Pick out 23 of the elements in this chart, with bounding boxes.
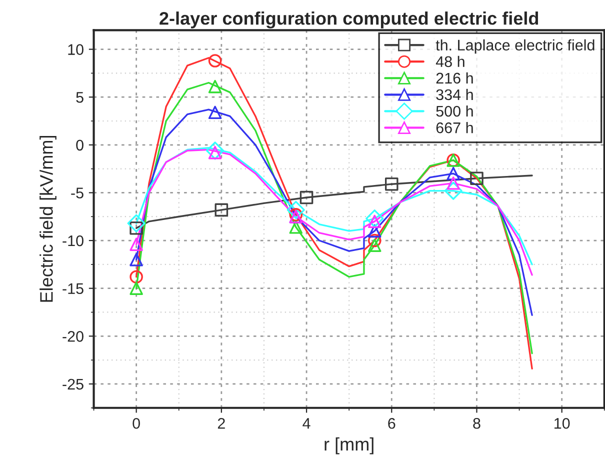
- y-tick-label: 0: [76, 140, 84, 151]
- legend-label: 216 h: [436, 72, 473, 84]
- x-tick-label: 10: [554, 418, 570, 429]
- y-tick-label: -25: [62, 378, 84, 390]
- legend-label: 48 h: [436, 56, 464, 68]
- y-axis-title: Electric field [kV/mm]: [40, 136, 56, 302]
- y-tick-label: -5: [71, 188, 84, 198]
- x-axis-title: r [mm]: [324, 437, 374, 454]
- y-tick-label: -10: [62, 235, 84, 246]
- x-tick-label: 8: [473, 418, 480, 429]
- y-tick-label: 10: [68, 44, 84, 55]
- y-tick-label: -20: [62, 331, 84, 342]
- legend-label: 500 h: [436, 105, 473, 117]
- legend-label: th. Laplace electric field: [436, 39, 594, 54]
- y-tick-label: 5: [76, 92, 84, 103]
- legend-label: 667 h: [436, 122, 473, 134]
- chart-title: 2-layer configuration computed electric field: [160, 12, 538, 28]
- x-tick-label: 2: [218, 418, 225, 429]
- x-tick-label: 6: [388, 418, 396, 429]
- y-tick-label: -15: [62, 283, 84, 294]
- x-tick-label: 4: [302, 418, 310, 429]
- x-tick-label: 0: [132, 418, 140, 429]
- legend-label: 334 h: [436, 88, 473, 100]
